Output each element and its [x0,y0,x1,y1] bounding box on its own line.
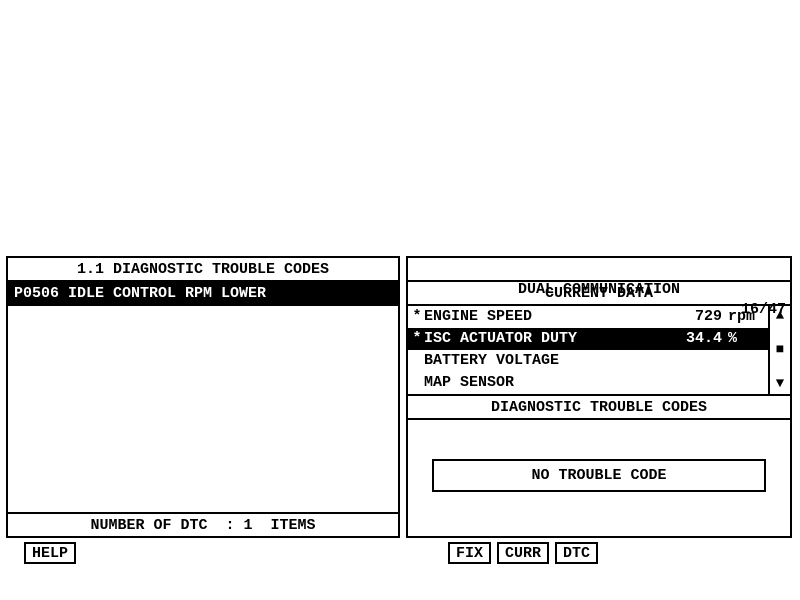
dtc-panel-title: 1.1 DIAGNOSTIC TROUBLE CODES [8,258,398,282]
help-button[interactable]: HELP [24,542,76,564]
data-name: BATTERY VOLTAGE [424,351,662,371]
scroll-down-icon[interactable]: ▼ [776,376,784,392]
dtc-row-selected[interactable]: P0506 IDLE CONTROL RPM LOWER [8,282,398,306]
softkey-row: HELP FIX CURR DTC [0,538,800,564]
comm-titlebar: DUAL COMMUNICATION 16/47 [408,258,790,282]
page-indicator: 16/47 [741,300,786,320]
data-value: 729 [662,307,722,327]
data-unit: % [722,329,764,349]
dtc2-body: NO TROUBLE CODE [408,420,790,536]
dtc-list[interactable]: P0506 IDLE CONTROL RPM LOWER [8,282,398,512]
data-row-selected[interactable]: * ISC ACTUATOR DUTY 34.4 % [408,328,768,350]
dtc-panel: 1.1 DIAGNOSTIC TROUBLE CODES P0506 IDLE … [6,256,400,538]
dtc2-title: DIAGNOSTIC TROUBLE CODES [408,396,790,420]
spacer [82,542,442,564]
data-value: 34.4 [662,329,722,349]
data-name: MAP SENSOR [424,373,662,393]
curr-button[interactable]: CURR [497,542,549,564]
data-name: ISC ACTUATOR DUTY [424,329,662,349]
dtc-button[interactable]: DTC [555,542,598,564]
data-row[interactable]: MAP SENSOR [408,372,768,394]
data-panel: DUAL COMMUNICATION 16/47 CURRENT DATA * … [406,256,792,538]
comm-title: DUAL COMMUNICATION [518,280,680,300]
data-row[interactable]: BATTERY VOLTAGE [408,350,768,372]
fix-button[interactable]: FIX [448,542,491,564]
dtc-count-footer: NUMBER OF DTC : 1 ITEMS [8,512,398,536]
scroll-thumb-icon[interactable]: ■ [776,342,784,358]
spacer [6,542,18,564]
top-blank-area [0,0,800,256]
no-trouble-code-box: NO TROUBLE CODE [432,459,766,492]
